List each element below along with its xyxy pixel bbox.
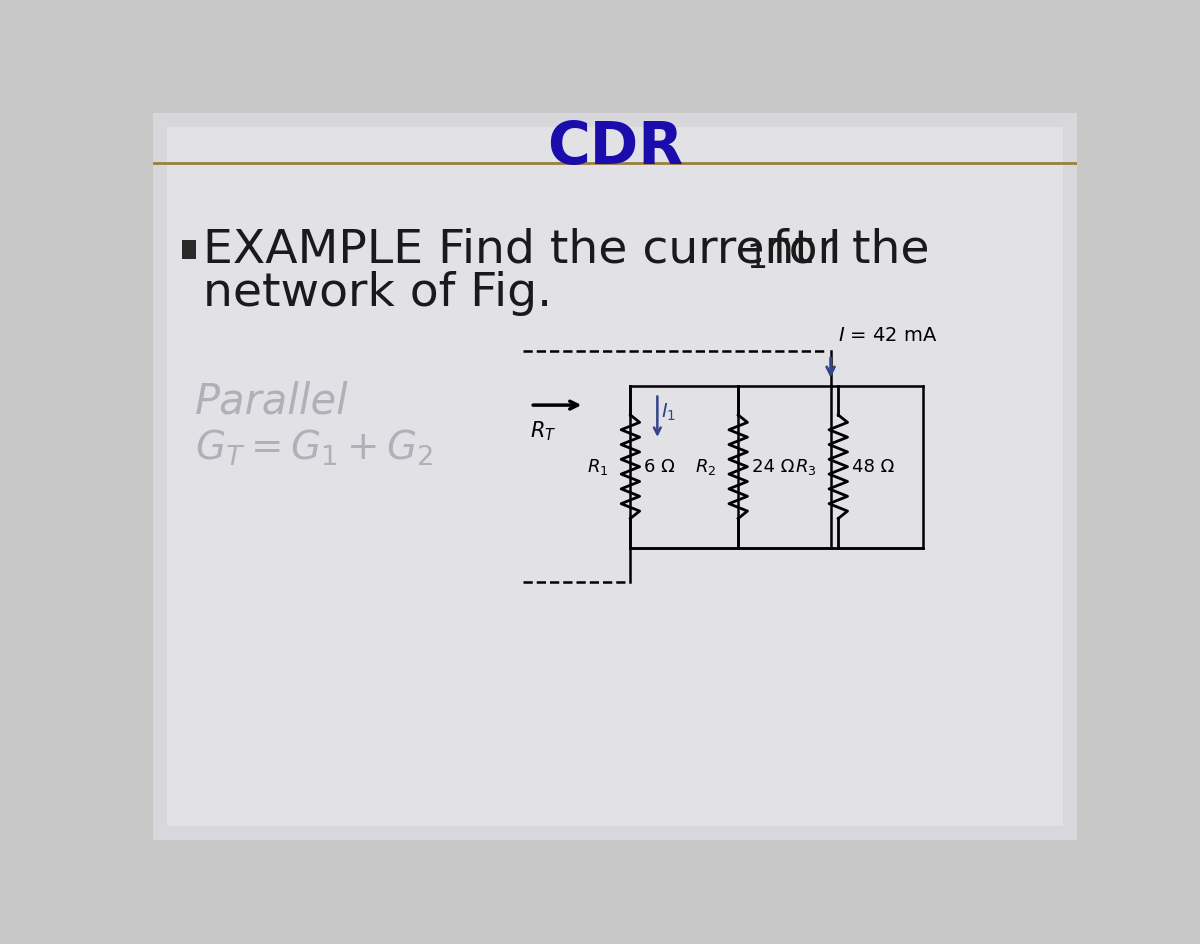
Text: $R_2$: $R_2$ bbox=[695, 457, 716, 477]
Text: $I_1$: $I_1$ bbox=[661, 401, 677, 423]
Text: 48 Ω: 48 Ω bbox=[852, 458, 894, 476]
Text: EXAMPLE Find the current I: EXAMPLE Find the current I bbox=[203, 228, 842, 272]
Text: $R_T$: $R_T$ bbox=[530, 419, 557, 443]
Text: CDR: CDR bbox=[547, 119, 683, 176]
Text: $\mathit{G_T = G_1 + G_2}$: $\mathit{G_T = G_1 + G_2}$ bbox=[196, 428, 434, 467]
Text: 1: 1 bbox=[746, 242, 767, 275]
Text: 24 Ω: 24 Ω bbox=[752, 458, 794, 476]
Text: $R_3$: $R_3$ bbox=[796, 457, 817, 477]
Text: $R_1$: $R_1$ bbox=[588, 457, 608, 477]
Bar bbox=[182, 241, 196, 259]
Text: Parallel: Parallel bbox=[196, 380, 349, 422]
Text: $I$ = 42 mA: $I$ = 42 mA bbox=[839, 326, 938, 346]
Text: for the: for the bbox=[757, 228, 930, 272]
Text: network of Fig.: network of Fig. bbox=[203, 271, 552, 316]
Text: 6 Ω: 6 Ω bbox=[644, 458, 676, 476]
